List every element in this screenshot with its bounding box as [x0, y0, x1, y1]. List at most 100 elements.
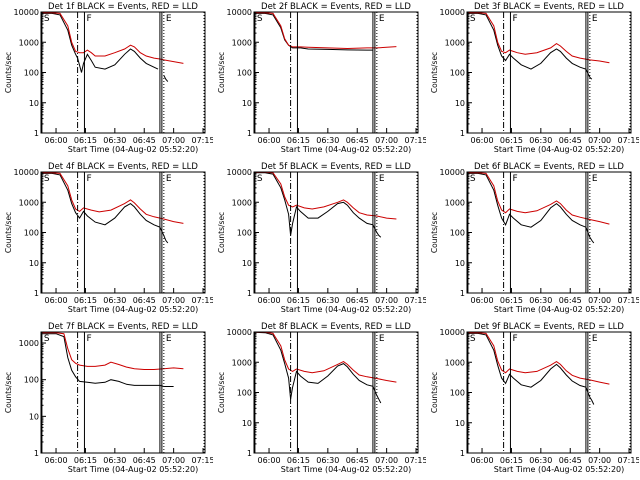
x-tick-label: 07:00 — [588, 296, 611, 305]
y-tick-label: 100 — [237, 389, 252, 398]
y-axis-label: Counts/sec — [4, 212, 13, 253]
y-axis-label: Counts/sec — [430, 212, 439, 253]
x-tick-label: 06:00 — [258, 136, 281, 145]
y-tick-label: 100 — [450, 69, 465, 78]
y-tick-label: 100 — [450, 229, 465, 238]
detector-panel-2: Det 2f BLACK = Events, RED = LLD S E 1 10 100… — [217, 2, 426, 154]
events-series-line — [253, 331, 382, 404]
lld-series-line — [467, 172, 610, 225]
detector-panel-6: Det 6f BLACK = Events, RED = LLD S F E 1 10 10… — [430, 162, 639, 314]
y-tick-label: 10000 — [14, 8, 39, 17]
time-marker-label: F — [86, 334, 91, 344]
x-axis-label: Start Time (04-Aug-02 05:52:20) — [281, 465, 412, 474]
plot-title: Det 7f BLACK = Events, RED = LLD — [48, 322, 198, 332]
time-marker-label: F — [512, 334, 517, 344]
y-tick-label: 100 — [24, 69, 39, 78]
plot-frame — [253, 171, 419, 294]
detector-panel-5: Det 5f BLACK = Events, RED = LLD S E 1 10 100… — [217, 162, 426, 314]
plot-title: Det 2f BLACK = Events, RED = LLD — [261, 2, 411, 12]
x-tick-label: 06:30 — [529, 296, 552, 305]
plot-title: Det 1f BLACK = Events, RED = LLD — [48, 2, 198, 12]
x-axis-label: Start Time (04-Aug-02 05:52:20) — [68, 145, 199, 154]
plot-title: Det 4f BLACK = Events, RED = LLD — [48, 162, 198, 172]
x-tick-label: 06:00 — [471, 456, 494, 465]
x-tick-label: 06:15 — [500, 136, 523, 145]
x-tick-label: 07:15 — [405, 456, 426, 465]
y-tick-label: 10 — [242, 419, 252, 428]
x-tick-label: 07:00 — [162, 456, 185, 465]
x-tick-label: 06:15 — [500, 296, 523, 305]
x-tick-label: 07:15 — [192, 136, 213, 145]
time-marker-label: S — [257, 174, 263, 184]
events-series-line — [254, 12, 373, 51]
y-tick-label: 1000 — [19, 38, 39, 47]
x-axis-label: Start Time (04-Aug-02 05:52:20) — [281, 305, 412, 314]
time-marker-label: S — [44, 174, 50, 184]
lld-series-line — [254, 12, 397, 50]
y-tick-label: 1 — [460, 449, 465, 458]
x-tick-label: 06:45 — [346, 296, 369, 305]
plot-title: Det 9f BLACK = Events, RED = LLD — [474, 322, 624, 332]
x-tick-label: 07:00 — [375, 136, 398, 145]
y-tick-label: 1 — [247, 289, 252, 298]
y-tick-label: 1 — [34, 129, 39, 138]
time-marker-label: E — [166, 14, 172, 24]
detector-panel-8: Det 8f BLACK = Events, RED = LLD E 1 10 100 1… — [217, 322, 426, 474]
y-tick-label: 1 — [34, 449, 39, 458]
events-series-line — [41, 172, 169, 244]
lld-series-line — [41, 172, 184, 224]
y-tick-label: 100 — [237, 69, 252, 78]
y-axis-label: Counts/sec — [217, 372, 226, 413]
detector-panel-7: Det 7f BLACK = Events, RED = LLD S F E 1 10 10… — [4, 322, 213, 474]
y-tick-label: 1000 — [445, 198, 465, 207]
x-tick-label: 06:30 — [103, 456, 126, 465]
events-series-line — [467, 332, 595, 405]
x-tick-label: 06:30 — [316, 456, 339, 465]
x-tick-label: 07:15 — [192, 456, 213, 465]
x-axis-label: Start Time (04-Aug-02 05:52:20) — [494, 465, 625, 474]
x-tick-label: 06:15 — [500, 456, 523, 465]
y-tick-label: 10 — [242, 99, 252, 108]
lld-series-line — [41, 12, 184, 64]
y-tick-label: 1 — [247, 449, 252, 458]
y-tick-label: 1000 — [445, 358, 465, 367]
y-tick-label: 10 — [455, 259, 465, 268]
x-tick-label: 06:00 — [45, 456, 68, 465]
time-marker-label: E — [379, 334, 385, 344]
time-marker-label: S — [257, 14, 263, 24]
detector-panel-1: Det 1f BLACK = Events, RED = LLD S F E 1 10 10… — [4, 2, 213, 154]
time-marker-label: E — [166, 174, 172, 184]
time-marker-label: E — [592, 334, 598, 344]
x-tick-label: 06:00 — [471, 136, 494, 145]
time-marker-label: S — [470, 14, 476, 24]
y-tick-label: 10000 — [227, 168, 252, 177]
time-marker-label: F — [86, 14, 91, 24]
time-marker-label: F — [512, 174, 517, 184]
x-tick-label: 06:00 — [45, 296, 68, 305]
y-tick-label: 10000 — [440, 8, 465, 17]
y-tick-label: 10000 — [440, 328, 465, 337]
y-tick-label: 10 — [29, 99, 39, 108]
events-series-line — [467, 172, 595, 244]
x-tick-label: 06:30 — [103, 296, 126, 305]
x-tick-label: 06:45 — [559, 136, 582, 145]
detector-panel-9: Det 9f BLACK = Events, RED = LLD S F E 1 10 10… — [430, 322, 639, 474]
y-tick-label: 1000 — [19, 198, 39, 207]
plot-frame — [466, 331, 632, 454]
y-tick-label: 1 — [460, 289, 465, 298]
y-tick-label: 100 — [24, 376, 39, 385]
time-marker-label: F — [512, 14, 517, 24]
lld-series-line — [253, 331, 397, 383]
x-tick-label: 06:30 — [316, 296, 339, 305]
events-series-line — [467, 12, 593, 80]
events-series-line — [254, 172, 382, 238]
x-tick-label: 06:00 — [258, 296, 281, 305]
detector-panel-3: Det 3f BLACK = Events, RED = LLD S F E 1 10 10… — [430, 2, 639, 154]
plot-frame — [40, 171, 206, 294]
y-tick-label: 10 — [455, 99, 465, 108]
x-tick-label: 06:45 — [559, 296, 582, 305]
x-tick-label: 06:45 — [346, 456, 369, 465]
plot-frame — [466, 11, 632, 134]
x-tick-label: 06:45 — [559, 456, 582, 465]
